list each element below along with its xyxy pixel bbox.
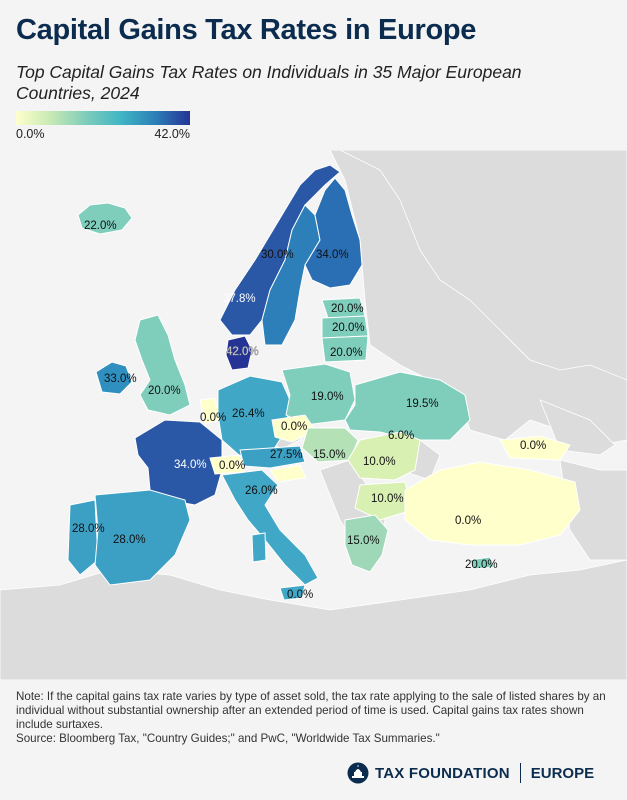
legend-gradient-bar [16, 111, 190, 125]
country-slovenia[interactable] [269, 464, 307, 483]
country-greece[interactable] [344, 514, 389, 573]
label-cyprus: 20.0% [465, 559, 498, 571]
country-lithuania[interactable] [321, 335, 369, 363]
label-france: 34.0% [174, 459, 207, 471]
label-finland: 34.0% [316, 249, 349, 261]
country-romania[interactable] [347, 431, 421, 481]
brand-name: TAX FOUNDATION [375, 764, 510, 782]
label-lithuania: 20.0% [330, 347, 363, 359]
legend-max-label: 42.0% [154, 127, 190, 141]
brand-divider [519, 763, 521, 783]
country-finland[interactable] [304, 177, 363, 289]
country-turkey[interactable] [404, 461, 581, 546]
label-denmark: 42.0% [226, 346, 259, 358]
label-portugal: 28.0% [72, 523, 105, 535]
country-georgia[interactable] [499, 435, 571, 461]
country-ireland[interactable] [95, 361, 133, 395]
country-spain[interactable] [94, 489, 191, 586]
label-ireland: 33.0% [104, 373, 137, 385]
country-sardinia[interactable] [251, 532, 267, 563]
source-text: Source: Bloomberg Tax, "Country Guides;"… [16, 732, 440, 745]
label-bulgaria: 10.0% [371, 493, 404, 505]
label-czech-republic: 0.0% [281, 421, 307, 433]
label-switzerland: 0.0% [219, 460, 245, 472]
europe-map: 22.0% 37.8% 30.0% 34.0% 20.0% 20.0% 20.0… [0, 150, 627, 680]
capitol-dome-icon [347, 762, 369, 784]
color-legend: 0.0% 42.0% [16, 111, 190, 145]
footnote: Note: If the capital gains tax rate vari… [16, 690, 616, 746]
country-germany[interactable] [217, 375, 291, 457]
legend-min-label: 0.0% [16, 127, 45, 141]
country-denmark[interactable] [225, 335, 253, 371]
country-united-kingdom[interactable] [134, 314, 191, 416]
country-france[interactable] [134, 419, 223, 506]
label-poland: 19.0% [311, 391, 344, 403]
label-netherlands: 0.0% [200, 412, 226, 424]
label-slovenia: 10.0% [363, 456, 396, 468]
country-czech-republic[interactable] [271, 414, 316, 443]
country-slovakia[interactable] [344, 371, 471, 441]
brand-region: EUROPE [530, 764, 595, 782]
brand-logo[interactable]: TAX FOUNDATION EUROPE [347, 762, 594, 784]
page-title: Capital Gains Tax Rates in Europe [16, 14, 477, 46]
country-norway[interactable] [219, 164, 341, 336]
label-greece: 15.0% [347, 535, 380, 547]
label-turkey: 0.0% [455, 515, 481, 527]
country-bulgaria[interactable] [354, 481, 413, 521]
non-included-land [0, 150, 627, 680]
note-text: Note: If the capital gains tax rate vari… [16, 690, 606, 731]
country-portugal[interactable] [67, 499, 99, 576]
country-sicily[interactable] [279, 584, 306, 601]
country-shapes [67, 164, 581, 601]
country-labels: 22.0% 37.8% 30.0% 34.0% 20.0% 20.0% 20.0… [72, 220, 546, 601]
label-malta: 0.0% [287, 589, 313, 601]
label-latvia: 20.0% [332, 322, 365, 334]
page-subtitle: Top Capital Gains Tax Rates on Individua… [16, 62, 522, 103]
label-united-kingdom: 20.0% [148, 385, 181, 397]
label-hungary: 15.0% [313, 449, 346, 461]
label-slovakia: 19.5% [406, 398, 439, 410]
country-italy[interactable] [221, 469, 319, 586]
label-georgia: 0.0% [520, 440, 546, 452]
label-norway: 37.8% [223, 293, 256, 305]
label-iceland: 22.0% [84, 220, 117, 232]
country-cyprus[interactable] [469, 556, 495, 570]
label-italy: 26.0% [245, 485, 278, 497]
label-spain: 28.0% [113, 534, 146, 546]
label-sweden: 30.0% [261, 249, 294, 261]
label-austria: 27.5% [270, 449, 303, 461]
label-romania: 6.0% [388, 430, 414, 442]
country-iceland[interactable] [77, 202, 133, 235]
country-austria[interactable] [239, 445, 306, 469]
label-estonia: 20.0% [331, 303, 364, 315]
label-germany: 26.4% [232, 408, 265, 420]
